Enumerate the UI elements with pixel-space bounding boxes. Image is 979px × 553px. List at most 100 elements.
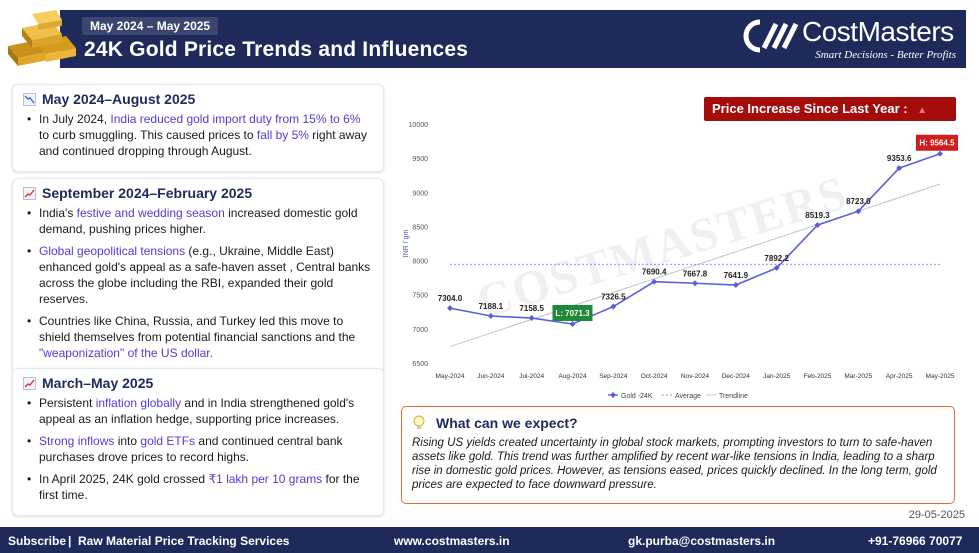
body-text: India's	[39, 206, 77, 220]
body-text: right away and continued dropping throug…	[39, 128, 367, 158]
y-tick-label: 7500	[412, 293, 428, 300]
body-text: and in India strengthened gold's appeal …	[39, 396, 355, 426]
card-title: September 2024–February 2025	[42, 185, 253, 201]
outlook-title: What can we expect?	[436, 415, 578, 431]
data-label: 7158.5	[519, 304, 544, 313]
data-point	[610, 303, 617, 310]
legend-label-gold: Gold -24K	[621, 393, 653, 400]
body-text: and continued central bank purchases dro…	[39, 434, 343, 464]
bullet-list: Persistent inflation globally and in Ind…	[23, 395, 373, 503]
x-tick-label: Jul-2024	[519, 373, 544, 380]
data-point	[855, 208, 862, 215]
bullet-list: India's festive and wedding season incre…	[23, 205, 373, 361]
data-point	[692, 280, 698, 287]
data-point	[937, 150, 943, 157]
data-point	[569, 320, 576, 327]
service-name: Raw Material Price Tracking Services	[78, 534, 290, 548]
data-point	[651, 278, 658, 285]
outlook-text: Rising US yields created uncertainty in …	[412, 437, 937, 491]
data-point	[896, 165, 903, 172]
highlight-text: gold ETFs	[140, 434, 196, 448]
highlight-text: festive and wedding season	[76, 206, 225, 220]
brand-logo: CostMasters Smart Decisions - Better Pro…	[740, 14, 960, 66]
data-point	[447, 305, 453, 312]
y-tick-label: 7000	[412, 327, 428, 334]
chart-increasing-icon	[23, 376, 36, 390]
highlight-text: Strong inflows	[39, 434, 115, 448]
x-tick-label: Feb-2025	[804, 373, 832, 380]
outlook-heading: What can we expect?	[412, 415, 944, 431]
body-text: In April 2025, 24K gold crossed	[39, 472, 209, 486]
bullet-item: Persistent inflation globally and in Ind…	[27, 395, 373, 427]
x-tick-label: Mar-2025	[844, 373, 872, 380]
phone-number: +91-76966 70077	[868, 534, 963, 548]
bullet-item: Strong inflows into gold ETFs and contin…	[27, 433, 373, 465]
footer: Subscribe | Raw Material Price Tracking …	[0, 527, 979, 553]
data-point	[528, 315, 535, 322]
body-text: In July 2024,	[39, 112, 111, 126]
date-range-badge: May 2024 – May 2025	[82, 17, 219, 35]
highlight-text: ₹1 lakh per 10 grams	[208, 472, 323, 486]
y-tick-label: 9000	[412, 190, 428, 197]
bullet-list: In July 2024, India reduced gold import …	[23, 111, 373, 159]
x-tick-label: May-2025	[926, 373, 955, 380]
card-title: March–May 2025	[42, 375, 154, 391]
x-tick-label: Aug-2024	[558, 373, 587, 380]
data-point	[487, 313, 494, 320]
high-label: H: 9564.5	[919, 139, 955, 148]
outlook-box: What can we expect? Rising US yields cre…	[401, 406, 955, 504]
y-tick-label: 6500	[412, 361, 428, 368]
x-tick-label: Dec-2024	[722, 373, 751, 380]
price-increase-value: 30.9%	[712, 127, 749, 142]
x-tick-label: Oct-2024	[641, 373, 668, 380]
brand-name: CostMasters	[802, 16, 954, 47]
timeline-card: March–May 2025 Persistent inflation globa…	[12, 368, 384, 516]
body-text: (e.g., Ukraine, Middle East) enhanced go…	[39, 244, 371, 306]
gold-price-line	[449, 152, 941, 325]
high-marker	[916, 134, 958, 151]
price-increase-badge: Price Increase Since Last Year : ▲ 30.9%	[704, 97, 956, 142]
footer-divider: |	[68, 534, 72, 548]
bullet-item: In July 2024, India reduced gold import …	[27, 111, 373, 159]
body-text: increased domestic gold demand, pushing …	[39, 206, 358, 236]
timeline-card: September 2024–February 2025 India's fest…	[12, 178, 384, 374]
timeline-card: May 2024–August 2025 In July 2024, India …	[12, 84, 384, 172]
body-text: Persistent	[39, 396, 96, 410]
data-point	[732, 282, 739, 289]
data-point	[773, 264, 780, 271]
card-heading: September 2024–February 2025	[23, 185, 373, 201]
card-heading: May 2024–August 2025	[23, 91, 373, 107]
body-text: for the first time.	[39, 472, 360, 502]
data-label: 7641.9	[724, 271, 749, 280]
y-tick-label: 8500	[412, 224, 428, 231]
legend-label-trendline: Trendline	[719, 393, 748, 400]
highlight-text: inflation globally	[95, 396, 182, 410]
trendline	[449, 183, 941, 347]
data-label: 7304.0	[438, 294, 463, 303]
data-label: 7892.2	[764, 254, 789, 263]
low-marker	[552, 304, 593, 321]
x-tick-label: May-2024	[436, 373, 465, 380]
website-link[interactable]: www.costmasters.in	[394, 534, 510, 548]
x-tick-label: Apr-2025	[886, 373, 913, 380]
body-text: into	[114, 434, 141, 448]
card-heading: March–May 2025	[23, 375, 373, 391]
legend-marker-gold	[610, 392, 616, 398]
bullet-item: Global geopolitical tensions (e.g., Ukra…	[27, 243, 373, 307]
y-tick-label: 10000	[409, 122, 429, 129]
highlight-text: fall by 5%	[256, 128, 309, 142]
brand-mark-icon	[743, 19, 799, 53]
bullet-item: In April 2025, 24K gold crossed ₹1 lakh …	[27, 471, 373, 503]
bullet-item: Countries like China, Russia, and Turkey…	[27, 313, 373, 361]
lightbulb-icon	[413, 415, 425, 429]
legend-label-average: Average	[675, 393, 701, 400]
email-link[interactable]: gk.purba@costmasters.in	[628, 534, 776, 548]
report-date: 29-05-2025	[908, 509, 965, 521]
x-tick-label: Jun-2024	[477, 373, 504, 380]
highlight-text: "weaponization" of the US dollar.	[39, 346, 213, 360]
card-title: May 2024–August 2025	[42, 91, 196, 107]
chart-increasing-icon	[23, 186, 36, 200]
gold-bars-icon	[8, 10, 76, 66]
subscribe-link[interactable]: Subscribe	[8, 534, 67, 548]
